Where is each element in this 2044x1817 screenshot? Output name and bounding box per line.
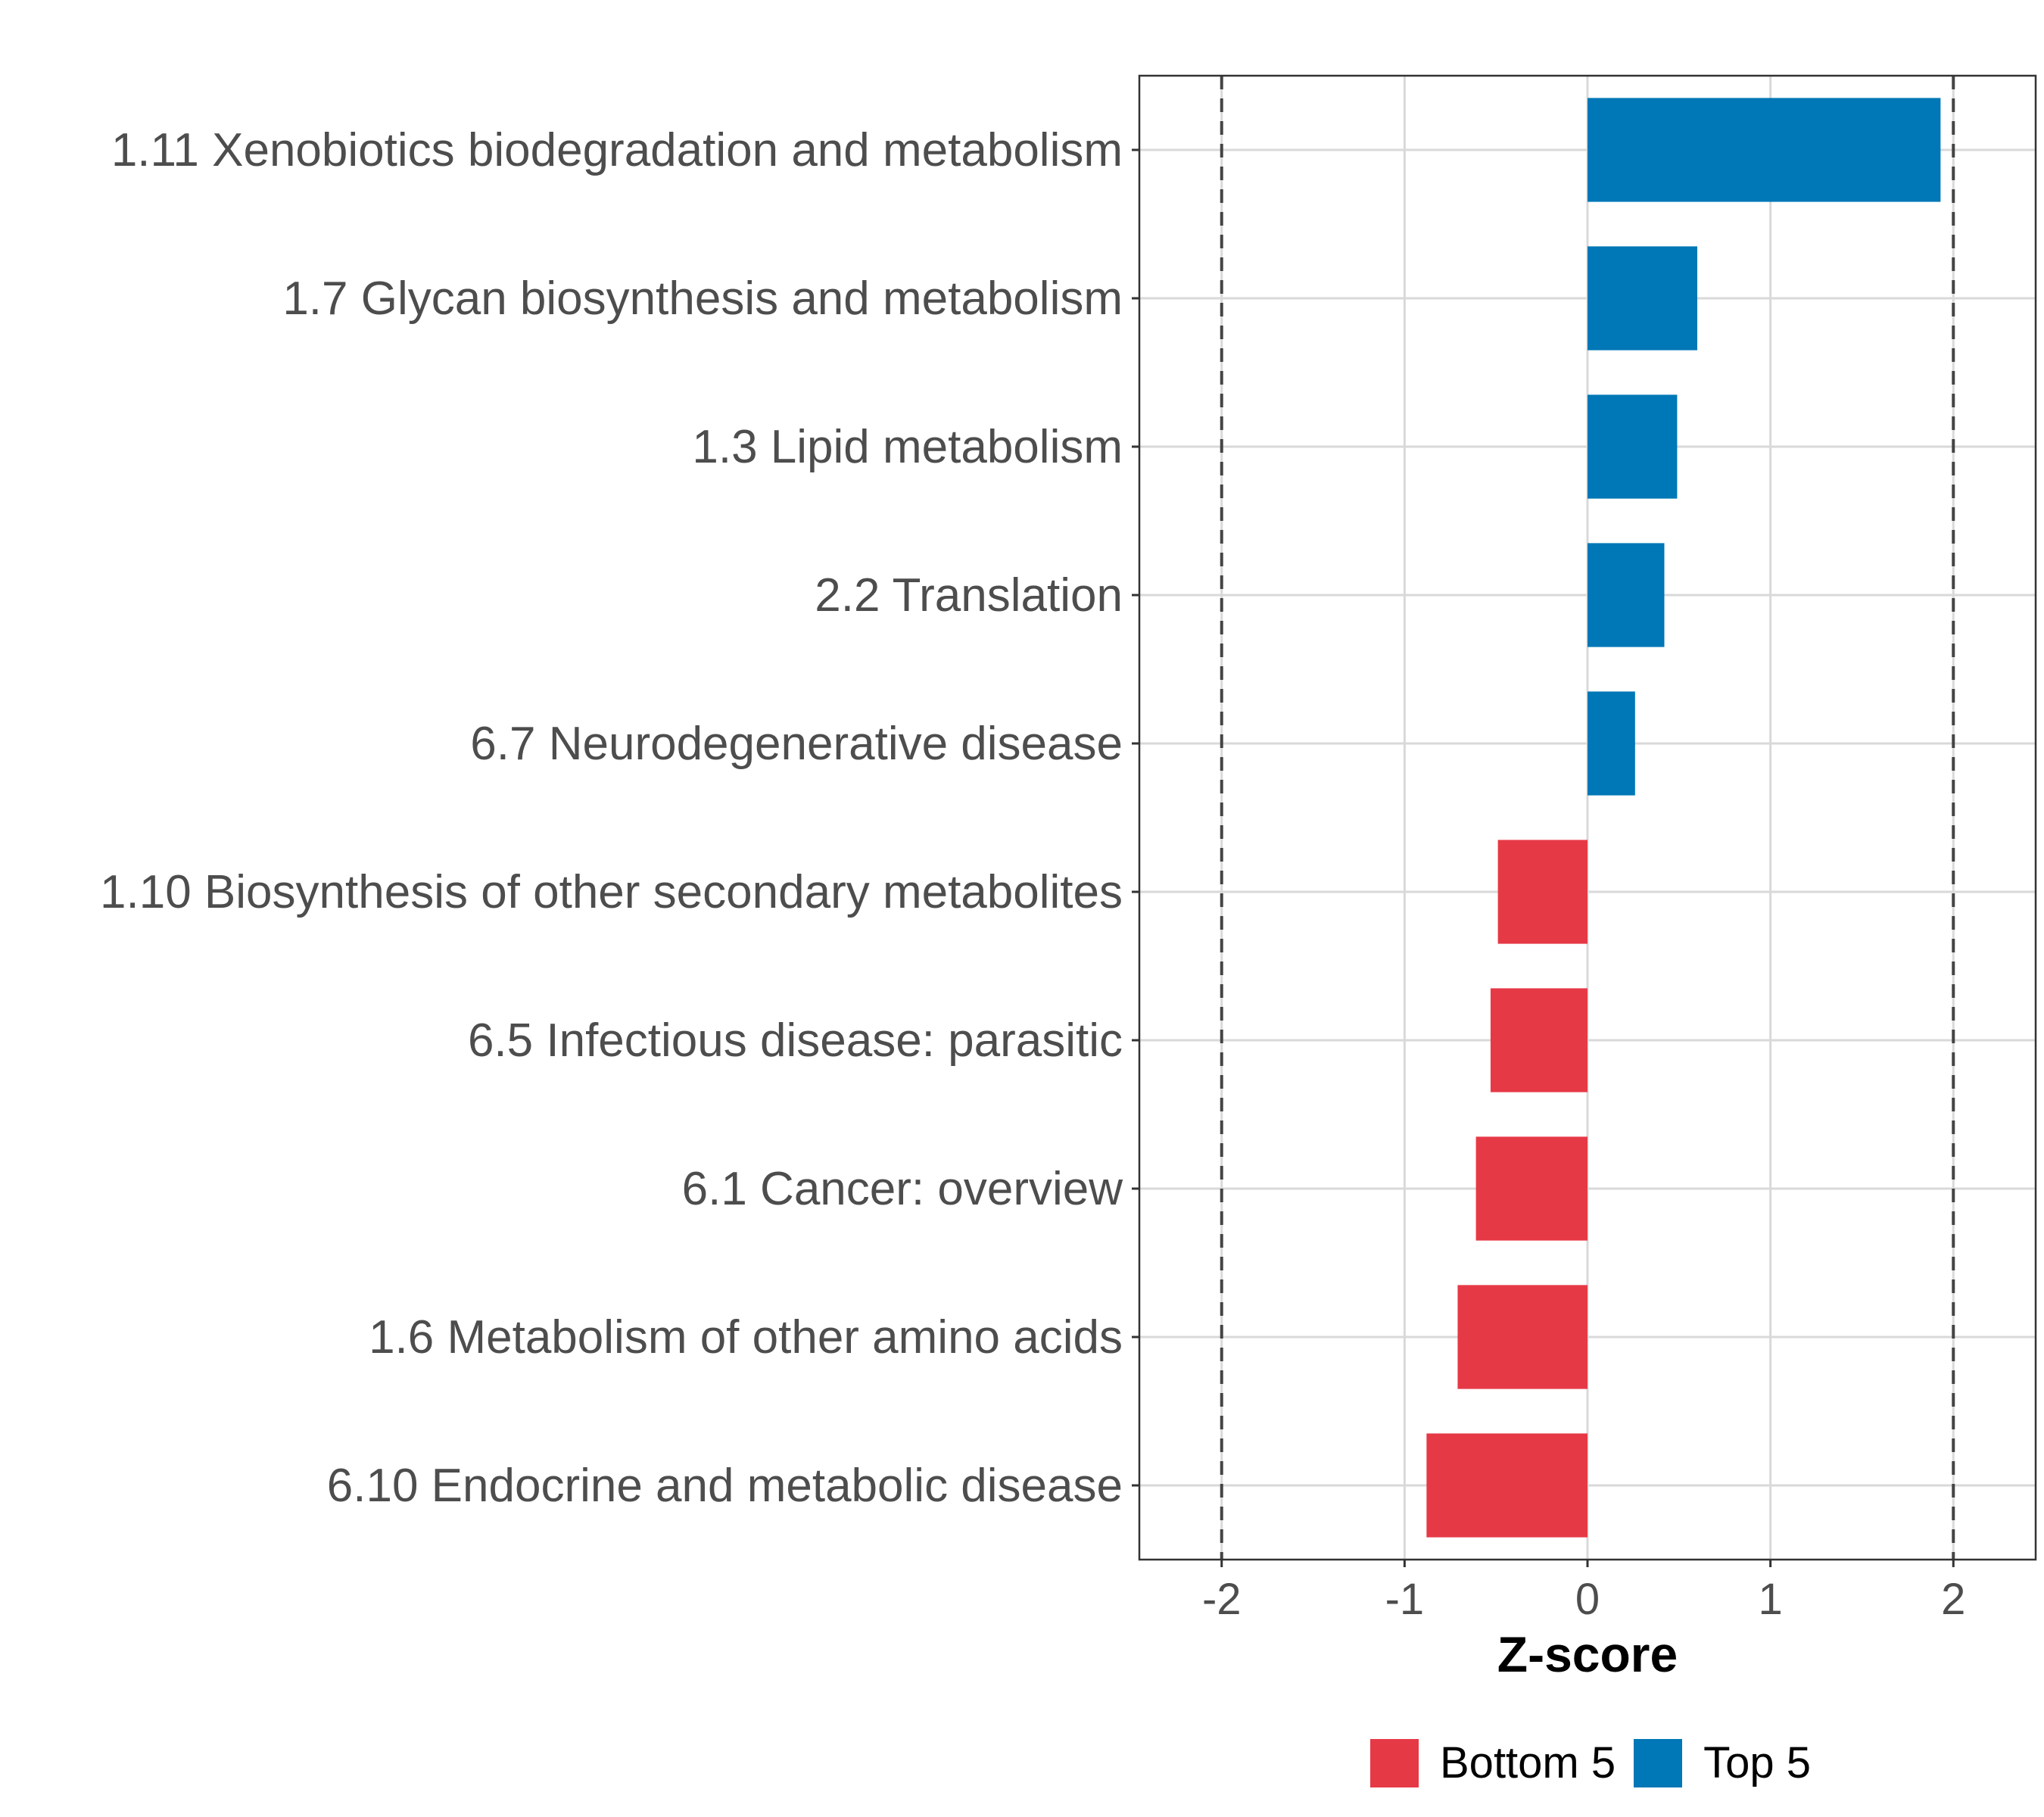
y-tick-label: 2.2 Translation [815, 569, 1123, 622]
x-axis-title: Z-score [1497, 1626, 1678, 1682]
y-tick-label: 1.7 Glycan biosynthesis and metabolism [282, 273, 1123, 325]
y-axis-labels: 1.11 Xenobiotics biodegradation and meta… [100, 124, 1139, 1512]
y-tick-label: 1.3 Lipid metabolism [692, 421, 1123, 473]
y-tick-label: 1.11 Xenobiotics biodegradation and meta… [111, 124, 1123, 176]
y-tick-label: 6.1 Cancer: overview [682, 1163, 1123, 1215]
y-tick-label: 6.10 Endocrine and metabolic disease [327, 1460, 1123, 1512]
x-tick-label: -1 [1385, 1575, 1425, 1624]
legend-swatch-top-5 [1634, 1738, 1683, 1787]
legend: Bottom 5 Top 5 [1370, 1738, 1829, 1788]
legend-item-bottom-5: Bottom 5 [1370, 1738, 1616, 1788]
x-tick-label: 0 [1575, 1575, 1600, 1624]
reference-lines [1220, 76, 1955, 1560]
bar [1588, 246, 1697, 351]
legend-item-top-5: Top 5 [1634, 1738, 1811, 1788]
bar [1588, 543, 1665, 647]
bar [1426, 1433, 1588, 1538]
x-tick-label: 1 [1758, 1575, 1782, 1624]
bar [1457, 1285, 1588, 1389]
bar [1588, 394, 1678, 499]
y-tick-label: 1.6 Metabolism of other amino acids [369, 1311, 1123, 1364]
y-tick-label: 6.7 Neurodegenerative disease [470, 718, 1123, 770]
legend-label-top-5: Top 5 [1703, 1738, 1812, 1787]
bar [1588, 691, 1635, 796]
bar [1497, 840, 1588, 944]
x-tick-label: 2 [1941, 1575, 1965, 1624]
bars [1426, 98, 1941, 1538]
y-tick-label: 1.10 Biosynthesis of other secondary met… [100, 866, 1123, 918]
legend-label-bottom-5: Bottom 5 [1440, 1738, 1616, 1787]
x-axis-labels: -2 -1 0 1 2 [1202, 1560, 1965, 1624]
bar [1588, 98, 1941, 202]
y-tick-label: 6.5 Infectious disease: parasitic [468, 1014, 1123, 1067]
bar [1475, 1136, 1588, 1241]
legend-swatch-bottom-5 [1370, 1738, 1419, 1787]
x-tick-label: -2 [1202, 1575, 1242, 1624]
bar [1490, 988, 1588, 1092]
